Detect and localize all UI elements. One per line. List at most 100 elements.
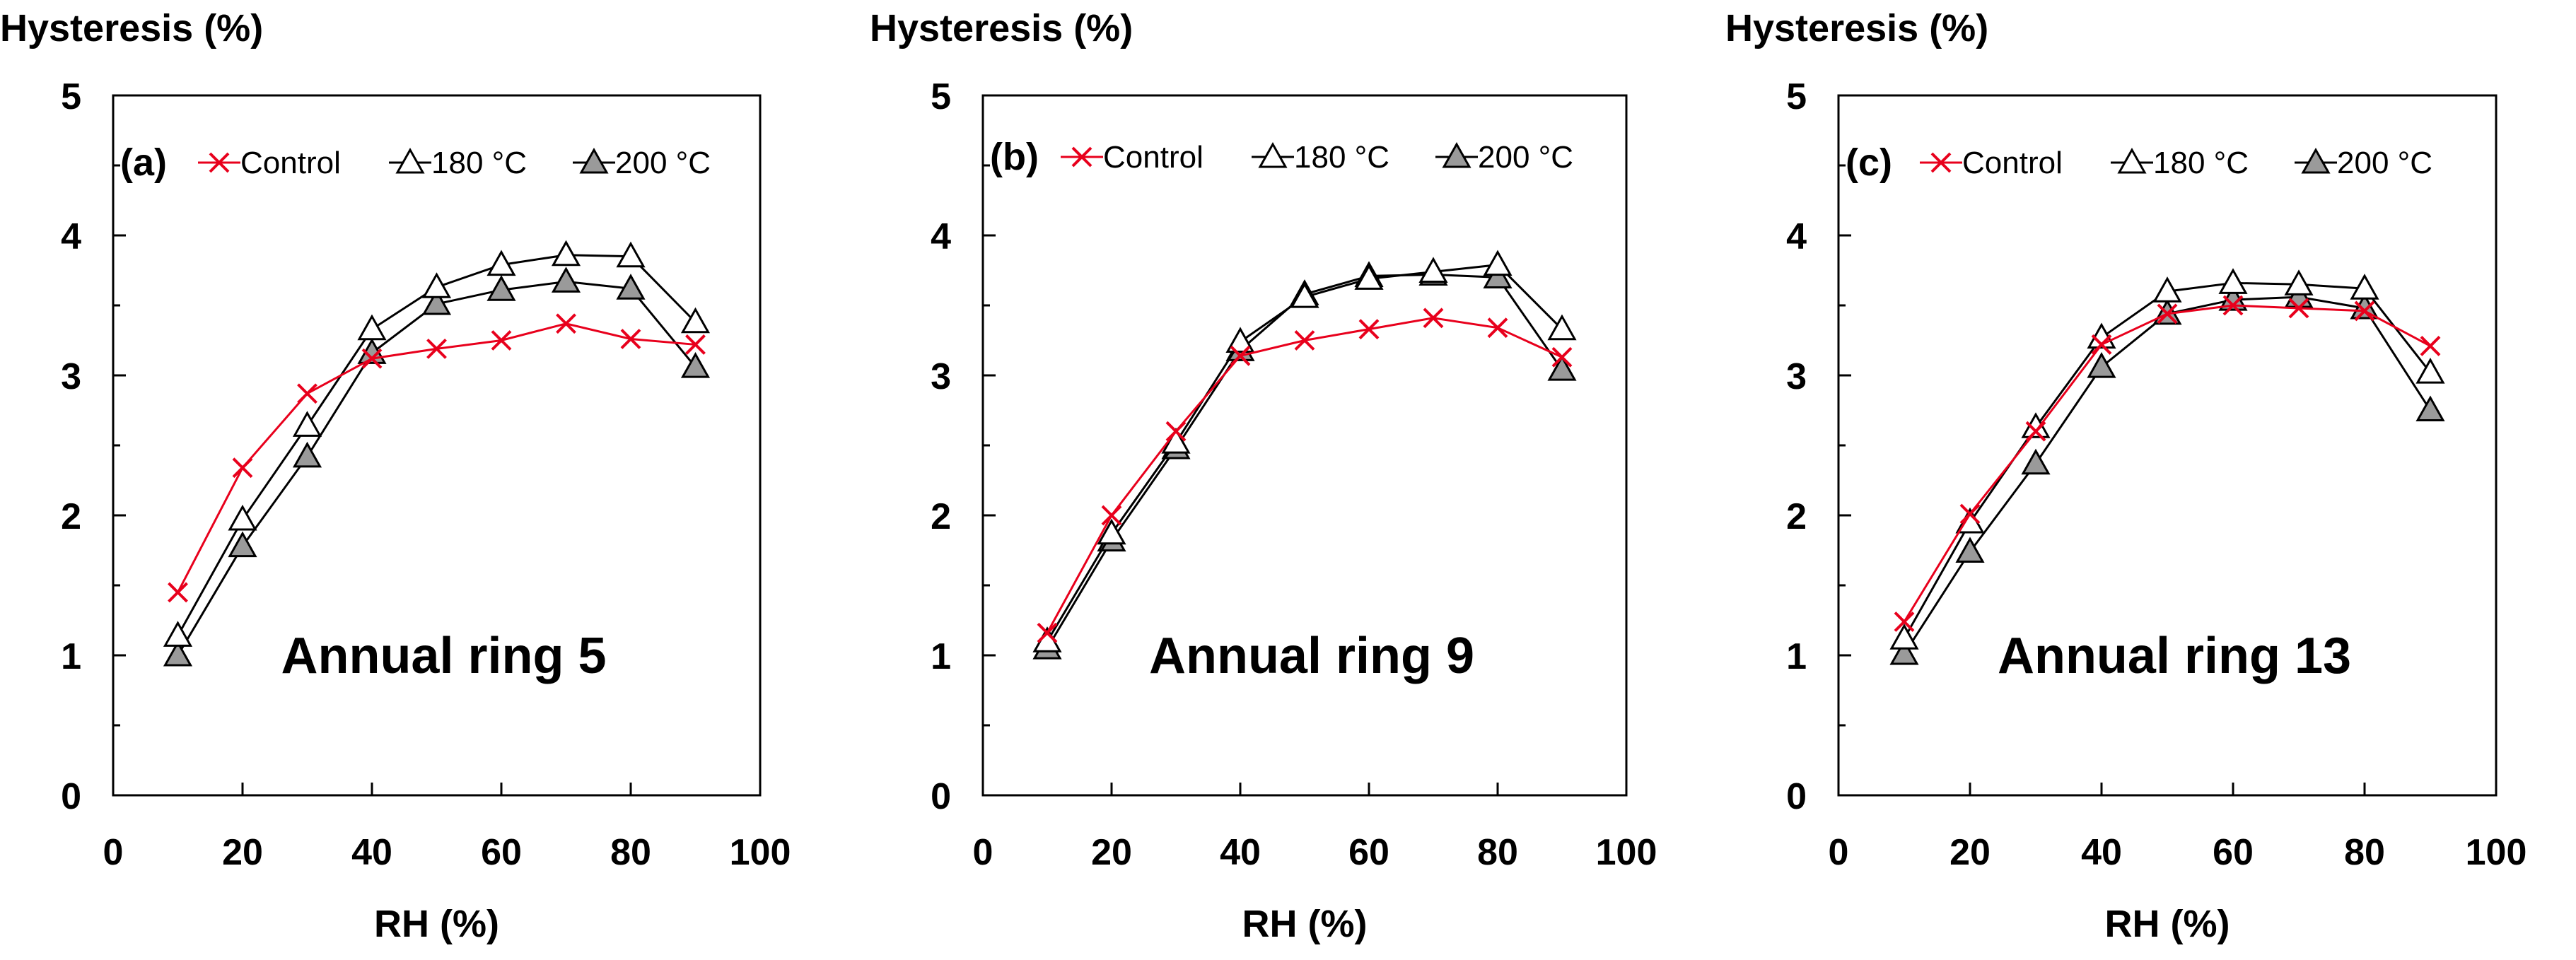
panel-label: (b)	[990, 136, 1039, 178]
data-point-200-c	[292, 441, 322, 468]
legend-label: Control	[1103, 140, 1204, 175]
data-point-180-c	[2152, 276, 2182, 303]
y-tick-label: 2	[61, 496, 81, 537]
x-tick-label: 80	[2344, 832, 2385, 873]
legend-label: 180 °C	[1294, 140, 1389, 175]
data-point-control	[1037, 622, 1058, 643]
legend-marker	[209, 152, 230, 173]
data-point-control	[1423, 308, 1444, 329]
x-tick-label: 40	[351, 832, 392, 873]
x-tick-label: 100	[730, 832, 791, 873]
data-point-180-c	[551, 240, 581, 267]
data-point-control	[361, 348, 383, 369]
data-point-control	[491, 330, 512, 351]
data-point-control	[2025, 421, 2046, 442]
data-point-control	[1487, 317, 1508, 339]
data-point-control	[2420, 336, 2441, 356]
data-point-200-c	[1889, 638, 1919, 665]
x-axis-label: RH (%)	[374, 903, 499, 945]
legend-label: Control	[240, 146, 341, 180]
x-tick-label: 100	[2466, 832, 2527, 873]
legend-label: 180 °C	[2153, 146, 2249, 180]
legend-marker	[1071, 146, 1092, 168]
panel-label: (c)	[1846, 141, 1892, 184]
y-axis-label: Hysteresis (%)	[870, 7, 1133, 49]
data-point-180-c	[1483, 250, 1513, 276]
data-point-180-c	[1097, 518, 1126, 545]
x-tick-label: 40	[2081, 832, 2122, 873]
y-tick-label: 5	[61, 76, 81, 117]
legend-marker	[395, 147, 425, 174]
data-point-180-c	[1547, 314, 1577, 341]
data-point-180-c	[2284, 269, 2314, 295]
data-point-180-c	[421, 272, 452, 298]
data-point-200-c	[2415, 395, 2445, 422]
data-point-200-c	[421, 288, 452, 315]
data-point-200-c	[1955, 537, 1985, 563]
data-point-control	[1894, 611, 1915, 632]
data-point-180-c	[1290, 282, 1319, 308]
y-tick-label: 3	[931, 356, 951, 397]
data-point-200-c	[163, 640, 193, 667]
series-line-200-c	[1046, 273, 1563, 649]
annual-ring-annotation: Annual ring 5	[281, 628, 606, 684]
panel-label: (a)	[120, 141, 167, 184]
data-point-180-c	[616, 241, 646, 268]
data-point-control	[685, 334, 706, 355]
data-point-control	[620, 329, 641, 349]
legend-label: Control	[1962, 146, 2063, 180]
data-point-control	[1230, 345, 1251, 366]
series-line-180-c	[1046, 264, 1563, 642]
x-tick-label: 20	[1091, 832, 1132, 873]
y-tick-label: 1	[1786, 636, 1807, 677]
y-tick-label: 4	[931, 216, 951, 257]
data-point-180-c	[1354, 264, 1384, 290]
data-point-180-c	[1418, 257, 1448, 283]
x-tick-label: 100	[1596, 832, 1657, 873]
data-point-control	[2354, 300, 2375, 322]
data-point-180-c	[2350, 274, 2379, 300]
y-tick-label: 2	[1786, 496, 1807, 537]
legend-marker	[1258, 141, 1288, 168]
data-point-control	[1294, 330, 1315, 351]
data-point-control	[232, 457, 253, 479]
x-tick-label: 20	[1950, 832, 1991, 873]
data-point-180-c	[292, 411, 322, 437]
data-point-200-c	[2087, 352, 2116, 378]
y-tick-label: 0	[61, 776, 81, 817]
y-tick-label: 4	[1786, 216, 1807, 257]
chart-panel-0: 0 1 2 3 4 5 0 20 40 60 80 100 Hysteresis (%) RH (%) (a…	[0, 7, 791, 945]
series-line-control	[1046, 317, 1563, 634]
data-point-200-c	[680, 352, 711, 378]
y-tick-label: 1	[61, 636, 81, 677]
y-tick-label: 1	[931, 636, 951, 677]
x-tick-label: 0	[973, 832, 993, 873]
x-tick-label: 0	[1829, 832, 1849, 873]
data-point-control	[2157, 303, 2178, 324]
chart-panel-1: 0 1 2 3 4 5 0 20 40 60 80 100 Hysteresis (%) RH (%) (b…	[870, 7, 1657, 945]
data-point-control	[556, 313, 576, 334]
legend-marker	[579, 147, 609, 174]
legend-marker	[1442, 141, 1471, 168]
x-tick-label: 60	[481, 832, 522, 873]
series-line-control	[177, 322, 696, 593]
legend-marker	[2301, 147, 2331, 174]
legend-marker	[1930, 152, 1952, 173]
data-point-180-c	[1889, 624, 1919, 650]
series-line-200-c	[1903, 295, 2432, 655]
plot-area-frame	[981, 94, 1628, 797]
data-point-control	[297, 383, 317, 404]
series-line-180-c	[1903, 281, 2432, 639]
y-tick-label: 0	[931, 776, 951, 817]
x-tick-label: 80	[610, 832, 651, 873]
data-point-200-c	[228, 531, 257, 558]
data-point-control	[2222, 295, 2244, 316]
x-tick-label: 40	[1220, 832, 1261, 873]
data-point-control	[426, 338, 447, 359]
legend-label: 200 °C	[1478, 140, 1573, 175]
chart-panel-2: 0 1 2 3 4 5 0 20 40 60 80 100 Hysteresis (%) RH (%) (c…	[1725, 7, 2527, 945]
data-point-180-c	[486, 250, 516, 276]
x-axis-label: RH (%)	[2105, 903, 2230, 945]
data-point-200-c	[1483, 262, 1513, 288]
data-point-control	[1101, 505, 1122, 526]
